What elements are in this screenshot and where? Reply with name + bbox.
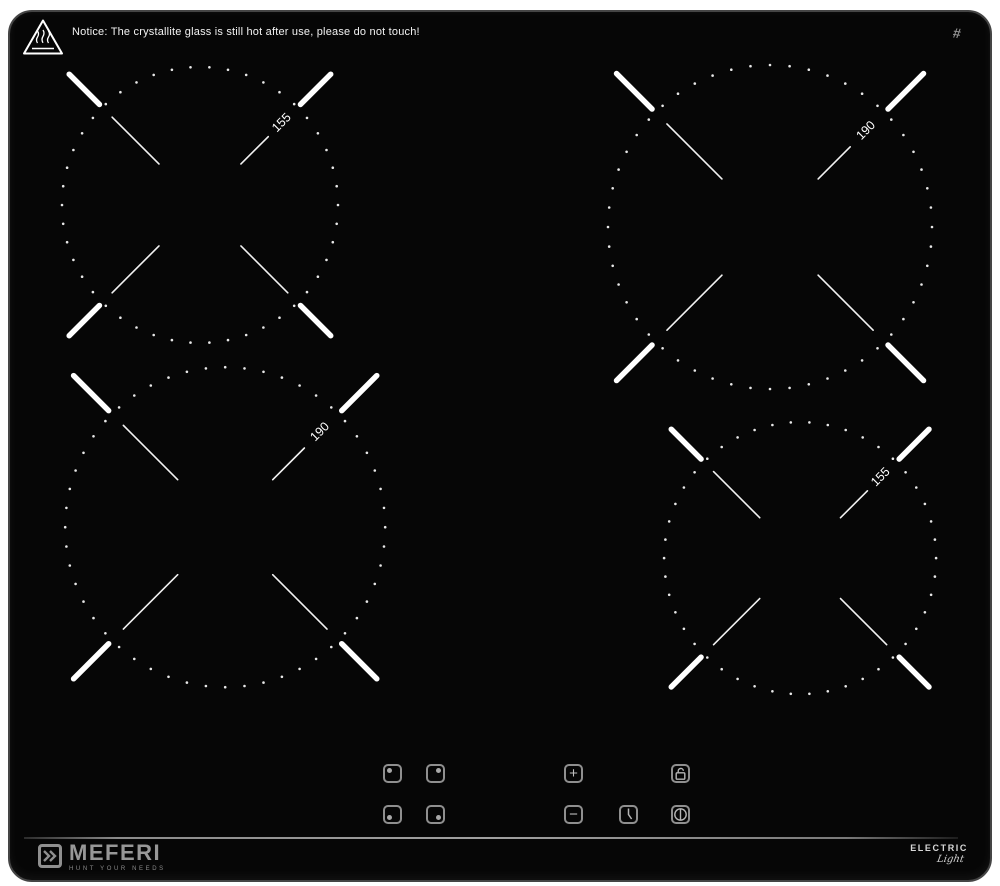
glass-ceramic-panel <box>8 10 992 882</box>
zone-position-dot <box>436 768 441 773</box>
burner-zone-rear-left: 155 <box>60 66 340 344</box>
brand-tagline: HUNT YOUR NEEDS <box>69 866 166 872</box>
power-button[interactable] <box>671 805 690 824</box>
zone-position-dot <box>436 815 441 820</box>
clock-icon <box>627 808 633 820</box>
burner-zone-front-right: 155 <box>662 420 938 695</box>
zone-key-front-left[interactable] <box>383 805 402 824</box>
burner-zone-front-left: 190 <box>63 365 387 689</box>
model-badge: ELECTRIC Light <box>910 843 968 865</box>
zone-key-rear-left[interactable] <box>383 764 402 783</box>
hot-surface-notice: Notice: The crystallite glass is still h… <box>22 18 420 56</box>
brand-name: MEFERI <box>69 840 162 865</box>
lock-button[interactable] <box>671 764 690 783</box>
model-line2: Light <box>936 854 965 865</box>
burner-size-label: 190 <box>307 419 332 444</box>
hot-surface-warning-icon <box>23 19 63 55</box>
zone-key-front-right[interactable] <box>426 805 445 824</box>
burner-size-label: 155 <box>868 464 893 489</box>
plus-icon: + <box>569 765 578 782</box>
model-line1: ELECTRIC <box>910 843 968 853</box>
zone-key-rear-right[interactable] <box>426 764 445 783</box>
zone-position-dot <box>387 815 392 820</box>
zone-select-keys <box>383 764 445 824</box>
power-minus-button[interactable]: − <box>564 805 583 824</box>
power-icon <box>674 808 687 821</box>
notice-text: Notice: The crystallite glass is still h… <box>72 26 420 38</box>
timer-button[interactable] <box>619 805 638 824</box>
burner-size-label: 155 <box>269 110 294 135</box>
brand-chevron-icon <box>38 844 62 868</box>
burner-size-label: 190 <box>853 118 878 143</box>
zone-position-dot <box>387 768 392 773</box>
burner-zone-rear-right: 190 <box>606 63 934 391</box>
minus-icon: − <box>569 806 578 823</box>
brand-logo: MEFERI HUNT YOUR NEEDS <box>38 841 166 872</box>
power-plus-button[interactable]: + <box>564 764 583 783</box>
glass-edge-highlight <box>24 837 958 839</box>
lock-icon <box>675 767 686 780</box>
